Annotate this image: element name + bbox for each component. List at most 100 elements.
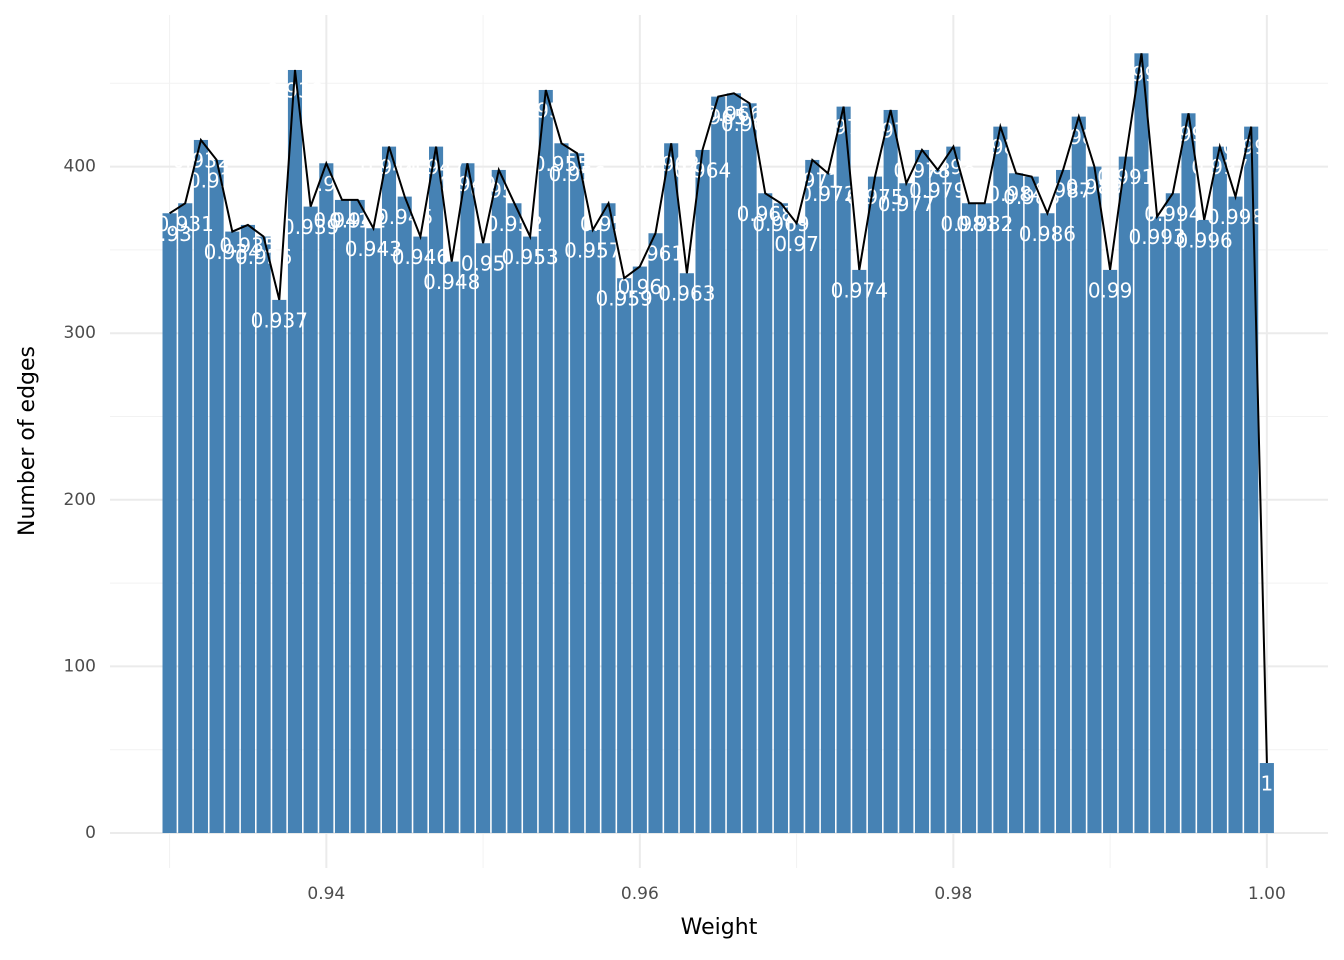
bar-label: 0.975 xyxy=(846,185,903,209)
bar xyxy=(334,199,350,834)
bar xyxy=(1009,173,1024,834)
bar-label: 0.994 xyxy=(1144,202,1201,226)
bar xyxy=(350,199,365,834)
bar-label: 0.958 xyxy=(580,212,637,236)
bar xyxy=(617,278,632,834)
bar xyxy=(397,196,412,834)
y-tick-label: 100 xyxy=(64,656,96,676)
bar-label: 0.94 xyxy=(304,172,349,196)
bar-label: 0.995 xyxy=(1160,122,1217,146)
bar-label: 0.962 xyxy=(643,152,700,176)
bar-label: 0.974 xyxy=(831,278,888,302)
bar xyxy=(303,206,318,834)
trend-line xyxy=(169,53,1268,764)
bar-label: 0.946 xyxy=(392,245,449,269)
bar xyxy=(1024,176,1039,834)
bar-label: 0.952 xyxy=(486,212,543,236)
bar-label: 0.934 xyxy=(204,240,261,264)
bar xyxy=(585,229,600,834)
bar-label: 0.965 xyxy=(690,105,747,129)
bar xyxy=(413,236,428,834)
bar-label: 0.986 xyxy=(1019,222,1076,246)
bar xyxy=(1165,193,1180,834)
bar xyxy=(538,89,553,834)
bar xyxy=(601,203,616,834)
bar xyxy=(491,169,506,834)
bar-label: 0.95 xyxy=(461,252,506,276)
bar-label: 0.939 xyxy=(282,215,339,239)
bar xyxy=(899,183,914,834)
bar-label: 0.956 xyxy=(549,162,606,186)
labels: 0.930.9310.9320.9330.9340.9350.9360.9370… xyxy=(147,53,1280,796)
bar xyxy=(773,203,788,834)
bar xyxy=(852,269,867,834)
bar xyxy=(507,203,522,834)
bar-label: 0.957 xyxy=(564,238,621,262)
bar-label: 0.941 xyxy=(313,208,370,232)
bar xyxy=(695,149,710,834)
bar xyxy=(429,146,444,834)
bar-label: 0.99 xyxy=(1088,278,1133,302)
bar xyxy=(162,213,177,834)
x-tick-label: 0.94 xyxy=(307,884,345,904)
bar-label: 0.954 xyxy=(517,98,574,122)
bar xyxy=(381,146,397,834)
bar-label: 0.967 xyxy=(721,112,778,136)
bar xyxy=(272,299,287,834)
bar-label: 0.948 xyxy=(423,270,480,294)
bar-label: 0.991 xyxy=(1097,165,1154,189)
bar-label: 0.977 xyxy=(878,192,935,216)
bar xyxy=(1150,216,1165,834)
bar xyxy=(240,224,255,834)
x-axis-label: Weight xyxy=(681,915,758,940)
bar xyxy=(209,159,224,834)
bar xyxy=(1040,213,1055,834)
bar-label: 0.964 xyxy=(674,158,731,182)
bar-label: 0.997 xyxy=(1191,155,1248,179)
bar xyxy=(1181,113,1196,834)
bar xyxy=(444,261,459,834)
bar-label: 0.993 xyxy=(1129,225,1186,249)
bar-label: 0.944 xyxy=(360,155,417,179)
bar-label: 0.951 xyxy=(470,178,527,202)
bar xyxy=(1244,126,1259,834)
bar-label: 0.971 xyxy=(784,168,841,192)
bar-label: 0.976 xyxy=(862,118,919,142)
y-tick-label: 400 xyxy=(64,157,96,177)
y-tick-label: 200 xyxy=(64,490,96,510)
bar xyxy=(476,243,491,834)
bar xyxy=(664,143,679,834)
bar xyxy=(193,139,208,834)
bar xyxy=(993,126,1008,834)
ticks: 0.94 0.96 0.98 1.00 0 100 200 300 400 xyxy=(64,157,1286,904)
bar xyxy=(1134,53,1149,834)
bar xyxy=(648,233,663,834)
bar xyxy=(679,273,694,834)
bar-label: 0.931 xyxy=(157,212,214,236)
bar xyxy=(883,109,898,834)
bar xyxy=(225,231,240,834)
bar xyxy=(867,176,883,834)
bar xyxy=(523,236,538,834)
bar-label: 0.943 xyxy=(345,237,402,261)
x-tick-label: 0.98 xyxy=(934,884,972,904)
bar xyxy=(319,163,334,834)
bar xyxy=(914,149,930,834)
x-tick-label: 0.96 xyxy=(621,884,659,904)
bar-label: 0.996 xyxy=(1176,228,1233,252)
bar xyxy=(742,103,757,834)
bar-label: 0.968 xyxy=(737,202,794,226)
bar-label: 0.998 xyxy=(1207,205,1264,229)
bar xyxy=(1087,166,1102,834)
bar xyxy=(287,69,303,834)
bar xyxy=(256,236,271,834)
bar-label: 0.972 xyxy=(799,182,856,206)
bar xyxy=(977,203,992,834)
bar xyxy=(1071,116,1086,834)
bar-label: 0.983 xyxy=(972,135,1029,159)
bar-label: 0.933 xyxy=(188,168,245,192)
bar xyxy=(1212,146,1227,834)
bar-label: 0.988 xyxy=(1050,125,1107,149)
bar xyxy=(554,143,569,834)
